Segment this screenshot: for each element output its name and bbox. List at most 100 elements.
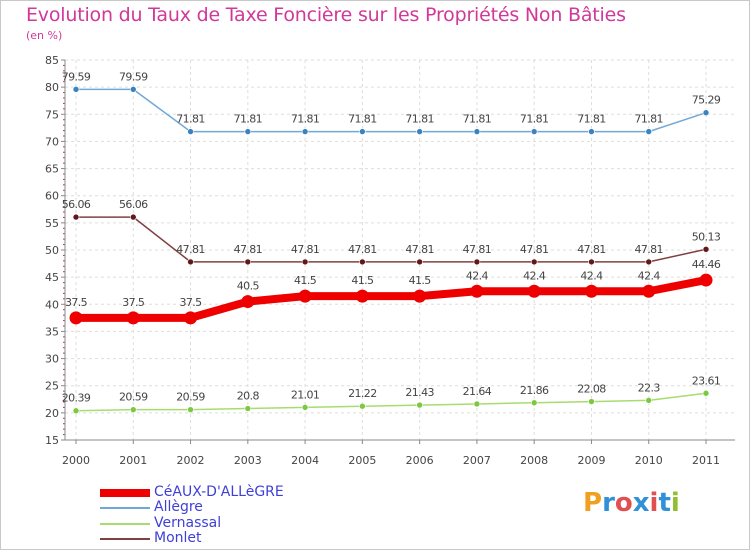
data-point [184, 311, 198, 325]
data-label: 22.3 [638, 381, 661, 394]
data-label: 41.5 [294, 274, 317, 287]
data-point [129, 213, 137, 221]
data-label: 20.59 [119, 391, 148, 404]
data-label: 47.81 [405, 243, 434, 256]
y-tick-label: 60 [45, 190, 59, 203]
data-point [588, 398, 595, 405]
legend-item-vernassal: Vernassal [100, 515, 360, 532]
data-label: 37.5 [65, 296, 88, 309]
y-tick-label: 45 [45, 271, 59, 284]
data-point [69, 311, 83, 325]
data-point [72, 86, 80, 93]
data-point [301, 258, 309, 266]
logo-letter: i [670, 488, 680, 518]
data-label: 71.81 [463, 113, 492, 126]
data-label: 37.5 [179, 296, 202, 309]
data-label: 40.5 [237, 280, 260, 293]
logo-letter: i [649, 488, 659, 518]
x-tick-label: 2007 [463, 454, 491, 467]
proxiti-logo: Proxiti [583, 488, 680, 518]
data-label: 21.01 [291, 388, 320, 401]
data-label: 71.81 [405, 113, 434, 126]
x-tick-label: 2008 [520, 454, 548, 467]
data-point [416, 401, 423, 409]
data-point [241, 295, 255, 309]
y-tick-label: 85 [45, 54, 59, 67]
data-point [359, 258, 366, 266]
x-tick-label: 2006 [406, 454, 434, 467]
data-point [126, 311, 140, 325]
data-point [530, 258, 538, 266]
x-tick-label: 2004 [291, 454, 319, 467]
data-point [473, 128, 481, 135]
data-label: 42.4 [523, 269, 546, 282]
data-label: 79.59 [119, 70, 148, 83]
data-point [416, 128, 423, 135]
data-point [187, 258, 194, 266]
legend-swatch-monlet [100, 538, 150, 540]
series-line-3 [75, 216, 707, 263]
legend-item-ceaux: CéAUX-D'ALLèGRE [100, 484, 360, 501]
series-line-1 [75, 88, 707, 133]
data-point [416, 258, 423, 266]
data-label: 71.81 [234, 113, 263, 126]
legend-item-monlet: Monlet [100, 530, 360, 547]
logo-letter: o [614, 488, 633, 518]
x-tick-label: 2000 [62, 454, 90, 467]
data-point [584, 284, 598, 298]
data-label: 47.81 [176, 243, 205, 256]
data-point [359, 128, 366, 135]
data-point [530, 128, 538, 135]
data-point [530, 399, 538, 407]
data-label: 47.81 [291, 243, 320, 256]
y-tick-label: 75 [45, 108, 59, 121]
data-point [702, 389, 710, 397]
data-point [588, 128, 595, 135]
data-point [588, 258, 595, 266]
data-label: 47.81 [634, 243, 663, 256]
y-tick-label: 65 [45, 163, 59, 176]
data-label: 21.22 [348, 387, 377, 400]
data-label: 71.81 [634, 113, 663, 126]
y-tick-label: 15 [45, 434, 59, 447]
y-tick-label: 80 [45, 81, 59, 94]
data-point [702, 109, 710, 117]
data-point [187, 406, 194, 413]
legend-swatch-allegre [100, 507, 150, 509]
data-label: 47.81 [577, 243, 606, 256]
legend-label-allegre: Allègre [154, 499, 203, 515]
data-label: 21.86 [520, 384, 549, 397]
data-label: 44.46 [692, 258, 721, 271]
y-tick-label: 50 [45, 244, 59, 257]
data-label: 20.59 [176, 391, 205, 404]
data-point [244, 128, 252, 135]
data-label: 47.81 [463, 243, 492, 256]
data-point [470, 284, 484, 298]
logo-letter: r [602, 488, 615, 518]
y-tick-label: 70 [45, 135, 59, 148]
legend-swatch-vernassal [100, 523, 150, 525]
data-label: 20.39 [62, 392, 91, 405]
data-point [72, 407, 80, 415]
data-point [413, 289, 427, 303]
data-point [129, 86, 137, 93]
chart-subtitle: (en %) [26, 29, 63, 42]
data-label: 50.13 [692, 230, 721, 243]
legend-label-vernassal: Vernassal [154, 515, 222, 531]
y-tick-label: 30 [45, 353, 59, 366]
data-label: 71.81 [348, 113, 377, 126]
data-label: 21.64 [463, 385, 492, 398]
x-tick-label: 2011 [692, 454, 720, 467]
logo-letter: t [658, 488, 671, 518]
data-point [642, 284, 656, 298]
x-tick-label: 2003 [234, 454, 262, 467]
data-point [355, 289, 369, 303]
legend-item-allegre: Allègre [100, 499, 360, 516]
data-point [699, 273, 713, 287]
data-label: 56.06 [119, 198, 148, 211]
data-label: 56.06 [62, 198, 91, 211]
data-point [359, 402, 366, 410]
data-label: 20.8 [237, 390, 260, 403]
x-tick-label: 2010 [635, 454, 663, 467]
